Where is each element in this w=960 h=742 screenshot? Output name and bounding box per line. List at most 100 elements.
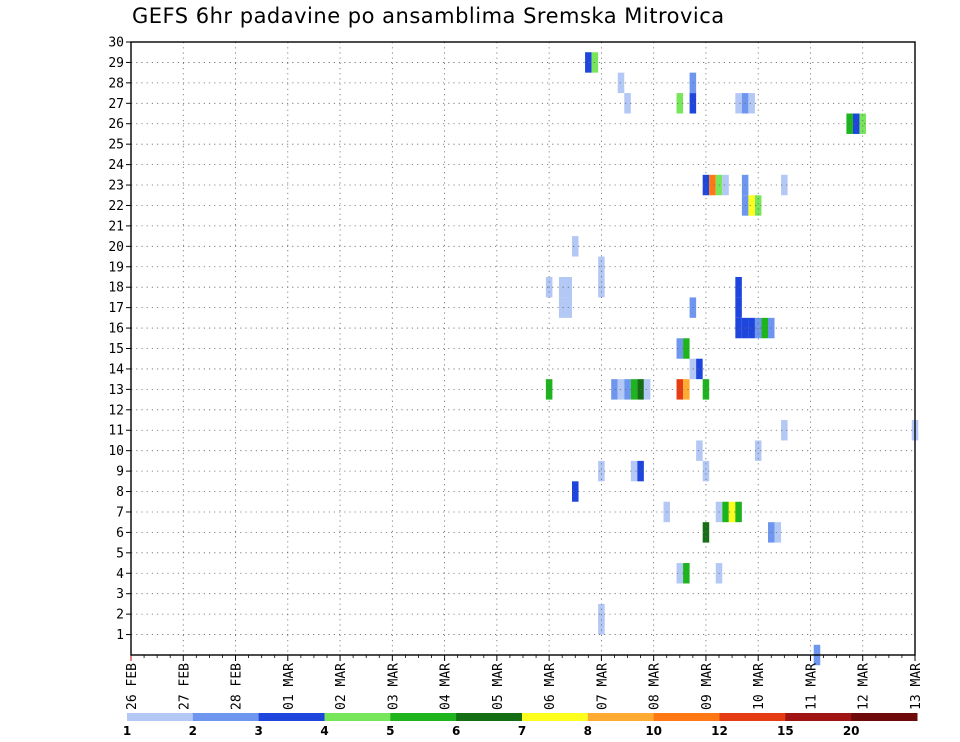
- x-tick-label: 06 MAR: [543, 663, 558, 710]
- heatmap-cell: [702, 522, 710, 543]
- colorbar-label: 20: [843, 724, 860, 738]
- colorbar-label: 4: [320, 724, 328, 738]
- colorbar-label: 12: [711, 724, 728, 738]
- y-tick-label: 25: [108, 138, 124, 153]
- plot-frame: [130, 41, 916, 656]
- colorbar-label: 7: [518, 724, 526, 738]
- colorbar-label: 8: [584, 724, 592, 738]
- heatmap-cell: [637, 460, 644, 482]
- heatmap-cell: [748, 317, 755, 339]
- heatmap-cell: [676, 338, 684, 359]
- heatmap-cell: [735, 317, 742, 339]
- heatmap-cell: [683, 338, 690, 359]
- x-tick-label: 05 MAR: [491, 663, 506, 710]
- y-tick-label: 16: [108, 322, 124, 337]
- x-tick-label: 07 MAR: [595, 663, 610, 710]
- heatmap-cell: [735, 297, 742, 318]
- colorbar-swatch: [192, 713, 260, 721]
- x-tick-label: 09 MAR: [700, 663, 715, 710]
- heatmap-cell: [598, 460, 605, 482]
- heatmap-cell: [683, 379, 690, 400]
- heatmap-cell: [702, 460, 710, 482]
- x-tick-label: 12 MAR: [857, 663, 872, 710]
- heatmap-cell: [781, 174, 788, 196]
- y-tick-label: 14: [108, 362, 124, 377]
- colorbar-swatch: [127, 713, 194, 721]
- y-tick-label: 4: [116, 567, 124, 582]
- heatmap-cell: [774, 522, 782, 543]
- colorbar-label: 6: [452, 724, 460, 738]
- heatmap-cell: [676, 93, 684, 114]
- heatmap-cell: [852, 113, 860, 134]
- heatmap-cell: [643, 379, 651, 400]
- y-tick-label: 3: [116, 587, 124, 602]
- chart-title: GEFS 6hr padavine po ansamblima Sremska …: [132, 4, 725, 28]
- colorbar-swatch: [522, 713, 589, 721]
- colorbar-label: 3: [254, 724, 262, 738]
- heatmap-cell: [624, 93, 631, 114]
- x-tick-label: 13 MAR: [909, 663, 924, 710]
- y-tick-label: 17: [108, 301, 124, 316]
- heatmap-cell: [735, 93, 742, 114]
- x-tick-label: 10 MAR: [752, 663, 767, 710]
- y-tick-label: 6: [116, 526, 124, 541]
- heatmap-cell: [702, 174, 710, 196]
- heatmap-cell: [728, 501, 736, 523]
- y-tick-label: 7: [116, 505, 124, 520]
- y-tick-label: 24: [108, 158, 124, 173]
- heatmap-cell: [624, 379, 631, 400]
- y-tick-label: 27: [108, 97, 124, 112]
- colorbar-label: 2: [189, 724, 197, 738]
- x-tick-label: 26 FEB: [125, 663, 140, 710]
- heatmap-cell: [572, 481, 579, 502]
- x-tick-label: 03 MAR: [386, 663, 401, 710]
- y-tick-label: 29: [108, 56, 124, 71]
- y-tick-label: 11: [108, 424, 124, 439]
- y-tick-label: 5: [116, 546, 124, 561]
- y-tick-label: 9: [116, 465, 124, 480]
- heatmap-cell: [611, 379, 618, 400]
- heatmap-cell: [859, 113, 866, 134]
- x-tick-label: 11 MAR: [804, 663, 819, 710]
- heatmap-cell: [754, 440, 762, 461]
- colorbar-swatch: [653, 713, 720, 721]
- y-tick-label: 23: [108, 179, 124, 194]
- colorbar-swatch: [390, 713, 457, 721]
- colorbar-label: 5: [386, 724, 394, 738]
- x-tick-label: 04 MAR: [439, 663, 454, 710]
- y-tick-label: 13: [108, 383, 124, 398]
- colorbar-swatch: [587, 713, 655, 721]
- colorbar-label: 10: [645, 724, 662, 738]
- x-tick-label: 08 MAR: [648, 663, 663, 710]
- heatmap-cell: [748, 93, 755, 114]
- heatmap-cell: [637, 379, 644, 400]
- colorbar-label: 15: [777, 724, 794, 738]
- colorbar-swatch: [258, 713, 325, 721]
- colorbar-swatch: [324, 713, 391, 721]
- heatmap-cell: [676, 563, 684, 584]
- heatmap-cell: [696, 358, 703, 380]
- colorbar-swatch: [785, 713, 852, 721]
- x-tick-label: 27 FEB: [177, 663, 192, 710]
- heatmap-cell: [676, 379, 684, 400]
- y-tick-label: 8: [116, 485, 124, 500]
- heatmap-cell: [630, 460, 638, 482]
- colorbar-swatch: [719, 713, 786, 721]
- y-tick-label: 28: [108, 76, 124, 91]
- heatmap-cell: [572, 236, 579, 257]
- heatmap-cell: [735, 501, 742, 523]
- heatmap-cell: [748, 195, 755, 216]
- heatmap-cell: [761, 317, 768, 339]
- heatmap-cell: [722, 174, 729, 196]
- x-tick-label: 02 MAR: [334, 663, 349, 710]
- y-tick-label: 21: [108, 219, 124, 234]
- colorbar-swatch: [851, 713, 918, 721]
- heatmap-cell: [630, 379, 638, 400]
- y-tick-label: 10: [108, 444, 124, 459]
- heatmap-cell: [735, 276, 742, 298]
- y-tick-label: 2: [116, 608, 124, 623]
- heatmap-cell: [781, 420, 788, 441]
- heatmap-cell: [558, 276, 566, 298]
- y-tick-label: 12: [108, 403, 124, 418]
